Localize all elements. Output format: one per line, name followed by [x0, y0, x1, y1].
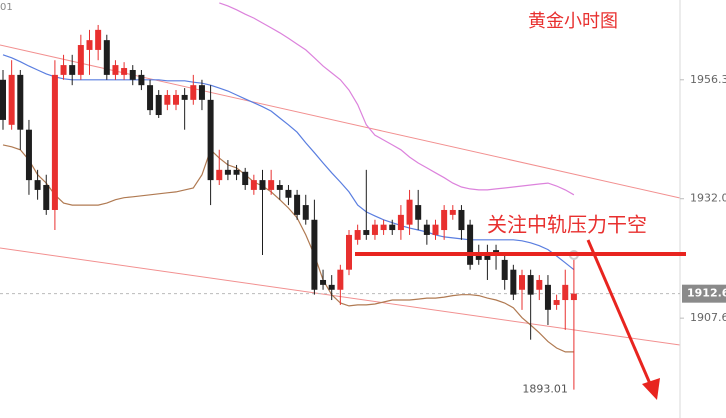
low-label: 1893.01	[522, 383, 568, 396]
arrow-shaft	[586, 239, 653, 387]
candle-body	[129, 69, 136, 80]
candle-body	[527, 275, 534, 295]
plot-area	[0, 2, 680, 390]
candle-body	[536, 279, 543, 290]
candle-body	[77, 45, 84, 75]
candle-body	[164, 94, 171, 105]
candle-body	[570, 293, 577, 301]
candle-body	[51, 74, 58, 210]
candle-body	[181, 94, 188, 100]
candle-body	[8, 74, 15, 125]
candle-body	[475, 255, 482, 260]
candle-body	[95, 29, 102, 50]
candle-body	[17, 74, 24, 130]
candle-body	[363, 230, 370, 235]
price-tag	[682, 284, 726, 303]
candle-body	[250, 180, 257, 190]
candle-body	[544, 284, 551, 310]
candle-body	[346, 234, 352, 270]
y-tick-label: 1907.6	[690, 311, 726, 324]
candle-body	[389, 224, 396, 231]
candle-body	[553, 300, 560, 305]
candle-body	[501, 259, 508, 280]
candle-body	[0, 79, 6, 120]
candle-body	[510, 269, 517, 295]
candle-body	[562, 284, 569, 301]
candle-body	[43, 185, 50, 210]
candle-body	[337, 269, 344, 290]
candle-body	[216, 169, 223, 181]
annotation-layer: 黄金小时图 关注中轨压力干空 01	[0, 2, 686, 400]
candle-body	[320, 279, 327, 285]
candle-body	[34, 180, 41, 190]
candle-body	[121, 68, 128, 75]
candle-body	[276, 185, 283, 190]
candle-body	[112, 65, 119, 75]
candle-body	[155, 94, 162, 116]
candle-body	[224, 169, 231, 175]
candle-body	[423, 224, 430, 235]
candle-body	[467, 224, 474, 265]
candle-body	[198, 85, 205, 100]
candle-body	[519, 275, 525, 290]
annotation: 关注中轨压力干空	[487, 213, 647, 237]
candle-body	[406, 199, 413, 225]
price-tag-label: 1912.6	[687, 287, 726, 300]
candle-body	[138, 74, 145, 86]
candle-body	[259, 180, 266, 190]
indicator-line	[2, 144, 574, 353]
candle-body	[415, 205, 422, 220]
candle-body	[328, 284, 335, 290]
candle-body	[207, 99, 214, 181]
candle-body	[449, 209, 456, 215]
candle-body	[103, 40, 110, 75]
candle-body	[380, 224, 387, 231]
candle-body	[294, 194, 301, 215]
candle-body	[354, 230, 361, 240]
trend-channel	[0, 0, 681, 418]
candle-body	[371, 224, 378, 235]
candle-body	[311, 219, 318, 290]
candle-body	[190, 85, 197, 100]
candle-body	[432, 224, 439, 235]
chart-title: 黄金小时图	[528, 11, 618, 32]
channel-line	[0, 44, 681, 199]
candle-body	[60, 65, 67, 75]
candle-body	[285, 189, 292, 198]
candle-body	[458, 209, 465, 231]
candle-body	[268, 180, 275, 190]
y-tick-label: 1956.3	[690, 73, 726, 86]
candle-body	[441, 209, 448, 231]
candle-body	[147, 85, 154, 111]
candle-body	[484, 255, 491, 260]
high-label: 01	[0, 2, 13, 13]
candle-body	[86, 40, 93, 50]
candle-body	[173, 94, 179, 105]
y-tick-label: 1932.0	[690, 192, 726, 205]
candle-body	[302, 205, 309, 220]
candle-body	[69, 65, 76, 75]
candle-body	[25, 129, 32, 181]
arrow-head	[642, 378, 660, 400]
indicator-line	[2, 54, 575, 271]
candle-body	[233, 169, 240, 175]
candle-body	[242, 171, 249, 186]
indicator-line	[219, 2, 575, 196]
candle-body	[397, 214, 404, 231]
